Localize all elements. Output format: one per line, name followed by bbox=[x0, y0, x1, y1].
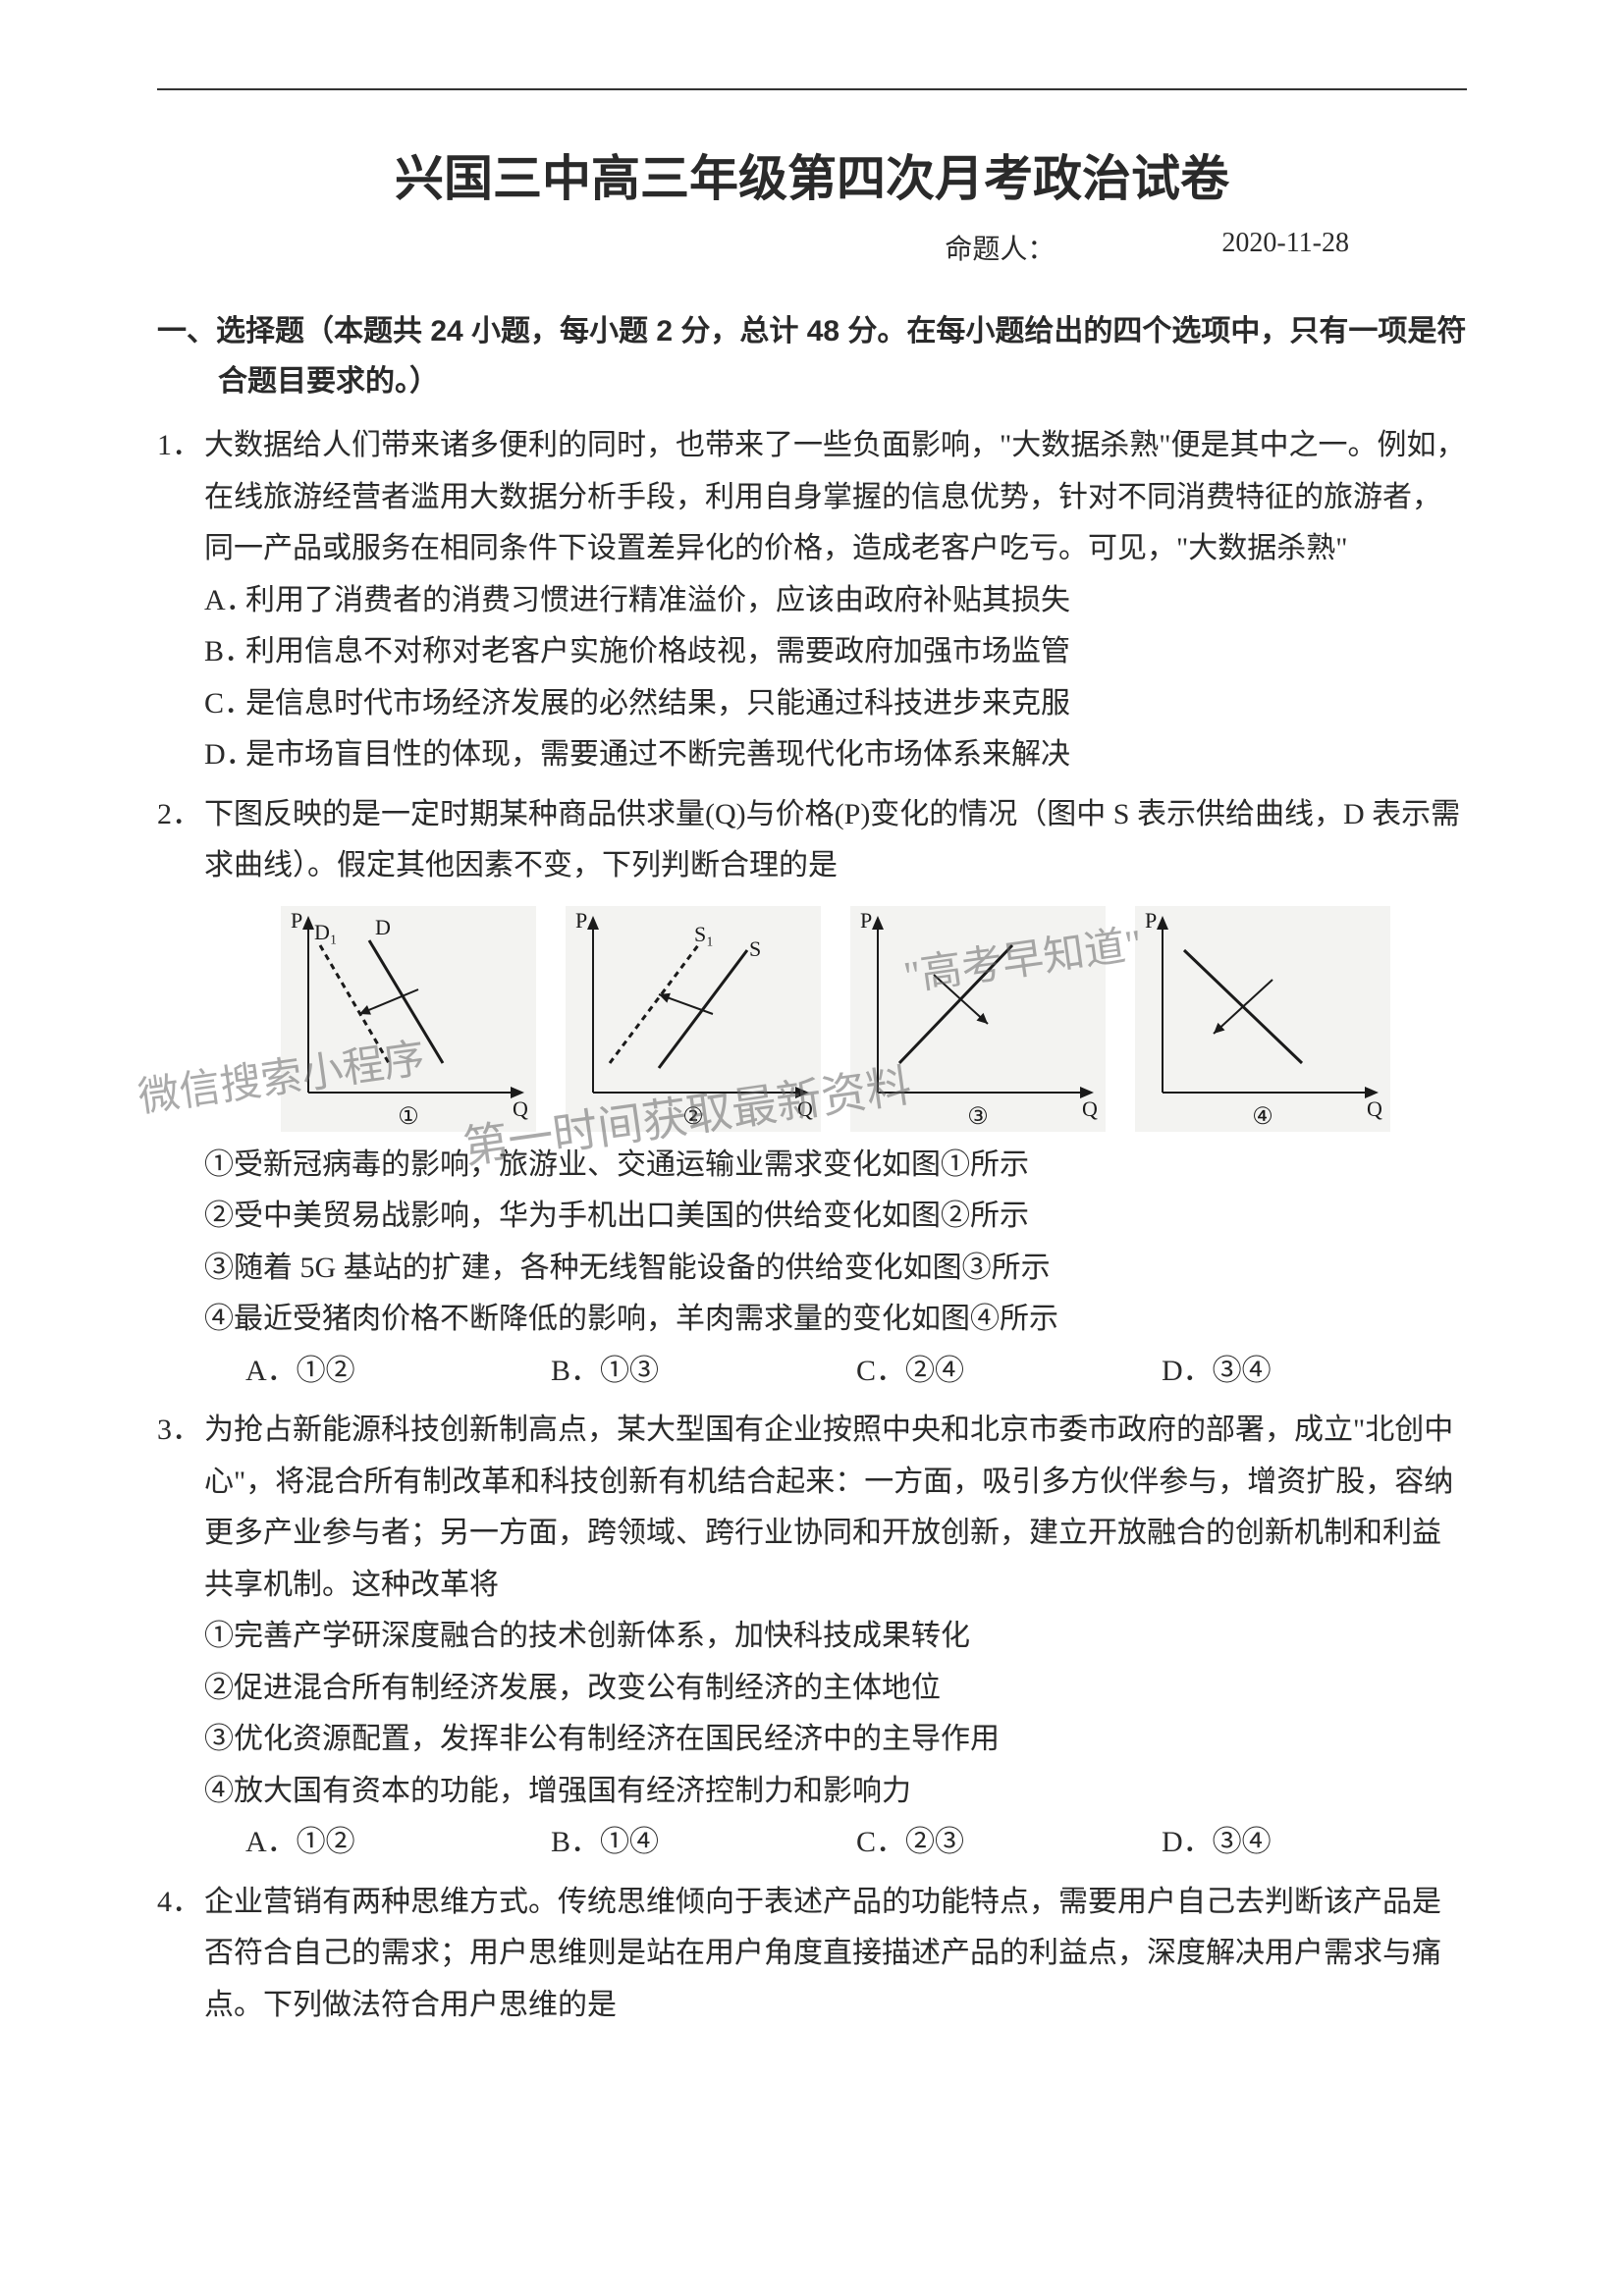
q2-opt-b: B．①③ bbox=[551, 1346, 856, 1398]
svg-text:Q: Q bbox=[513, 1096, 528, 1121]
q1-opt-d: D．是市场盲目性的体现，需要通过不断完善现代化市场体系来解决 bbox=[157, 729, 1467, 781]
q3-opt-c-text: ②③ bbox=[905, 1826, 964, 1858]
meta-row: 命题人： 2020-11-28 bbox=[157, 228, 1467, 267]
q3-text: 为抢占新能源科技创新制高点，某大型国有企业按照中央和北京市委市政府的部署，成立"… bbox=[204, 1414, 1453, 1601]
q1-opt-d-text: 是市场盲目性的体现，需要通过不断完善现代化市场体系来解决 bbox=[245, 738, 1070, 771]
section-1-text: 选择题（本题共 24 小题，每小题 2 分，总计 48 分。在每小题给出的四个选… bbox=[216, 315, 1466, 398]
opt-label-a: A． bbox=[245, 1826, 297, 1858]
q3-options: A．①② B．①④ C．②③ D．③④ bbox=[157, 1817, 1467, 1869]
q2-options: A．①② B．①③ C．②④ D．③④ bbox=[157, 1346, 1467, 1398]
q3-opt-b-text: ①④ bbox=[600, 1826, 659, 1858]
question-1: 1．大数据给人们带来诸多便利的同时，也带来了一些负面影响，"大数据杀熟"便是其中… bbox=[157, 420, 1467, 781]
top-rule bbox=[157, 88, 1467, 90]
q2-opt-c: C．②④ bbox=[856, 1346, 1162, 1398]
svg-text:②: ② bbox=[682, 1104, 704, 1130]
q2-opt-d-text: ③④ bbox=[1213, 1355, 1272, 1387]
q2-s3: ③随着 5G 基站的扩建，各种无线智能设备的供给变化如图③所示 bbox=[157, 1243, 1467, 1295]
svg-text:P: P bbox=[291, 908, 302, 933]
q2-charts: PQD₁D① PQS₁S② PQ③ PQ④ 微信搜索小程序 "高考早知道" 第一… bbox=[157, 906, 1467, 1132]
q4-stem: 4．企业营销有两种思维方式。传统思维倾向于表述产品的功能特点，需要用户自己去判断… bbox=[157, 1877, 1467, 2032]
exam-page: 兴国三中高三年级第四次月考政治试卷 命题人： 2020-11-28 一、选择题（… bbox=[0, 0, 1624, 2296]
chart-2-svg: P Q S₁ S ② bbox=[566, 906, 821, 1132]
q1-opt-b: B．利用信息不对称对老客户实施价格歧视，需要政府加强市场监管 bbox=[157, 626, 1467, 678]
q2-chart-1: P Q D₁ D ① bbox=[281, 906, 536, 1132]
opt-label-c: C． bbox=[204, 678, 245, 730]
svg-text:Q: Q bbox=[1082, 1096, 1098, 1121]
q4-num: 4． bbox=[157, 1877, 204, 1929]
svg-text:①: ① bbox=[398, 1104, 419, 1130]
opt-label-a: A． bbox=[245, 1355, 297, 1387]
q1-num: 1． bbox=[157, 420, 204, 472]
svg-text:S₁: S₁ bbox=[694, 922, 714, 946]
q2-opt-a-text: ①② bbox=[297, 1355, 355, 1387]
opt-label-d: D． bbox=[1162, 1355, 1213, 1387]
opt-label-b: B． bbox=[204, 626, 245, 678]
opt-label-d: D． bbox=[204, 729, 245, 781]
q1-text: 大数据给人们带来诸多便利的同时，也带来了一些负面影响，"大数据杀熟"便是其中之一… bbox=[204, 429, 1466, 564]
question-3: 3．为抢占新能源科技创新制高点，某大型国有企业按照中央和北京市委市政府的部署，成… bbox=[157, 1405, 1467, 1869]
svg-text:④: ④ bbox=[1252, 1104, 1273, 1130]
q3-opt-a-text: ①② bbox=[297, 1826, 355, 1858]
q1-opt-c: C．是信息时代市场经济发展的必然结果，只能通过科技进步来克服 bbox=[157, 678, 1467, 730]
q3-s4: ④放大国有资本的功能，增强国有经济控制力和影响力 bbox=[157, 1766, 1467, 1818]
svg-text:D: D bbox=[375, 915, 391, 939]
svg-text:S: S bbox=[749, 936, 761, 961]
q3-opt-b: B．①④ bbox=[551, 1817, 856, 1869]
opt-label-b: B． bbox=[551, 1355, 600, 1387]
q4-text: 企业营销有两种思维方式。传统思维倾向于表述产品的功能特点，需要用户自己去判断该产… bbox=[204, 1886, 1441, 2021]
svg-text:③: ③ bbox=[967, 1104, 989, 1130]
svg-text:P: P bbox=[1145, 908, 1157, 933]
q2-opt-c-text: ②④ bbox=[905, 1355, 964, 1387]
q2-s2: ②受中美贸易战影响，华为手机出口美国的供给变化如图②所示 bbox=[157, 1191, 1467, 1243]
exam-title: 兴国三中高三年级第四次月考政治试卷 bbox=[157, 139, 1467, 210]
q3-opt-d: D．③④ bbox=[1162, 1817, 1467, 1869]
q2-opt-b-text: ①③ bbox=[600, 1355, 659, 1387]
opt-label-c: C． bbox=[856, 1355, 905, 1387]
q2-opt-d: D．③④ bbox=[1162, 1346, 1467, 1398]
svg-text:Q: Q bbox=[1367, 1096, 1382, 1121]
opt-label-a: A． bbox=[204, 575, 245, 627]
q3-opt-c: C．②③ bbox=[856, 1817, 1162, 1869]
chart-4-svg: P Q ④ bbox=[1135, 906, 1390, 1132]
svg-text:P: P bbox=[575, 908, 587, 933]
q3-s1: ①完善产学研深度融合的技术创新体系，加快科技成果转化 bbox=[157, 1611, 1467, 1663]
chart-3-svg: P Q ③ bbox=[850, 906, 1106, 1132]
q2-chart-2: P Q S₁ S ② bbox=[566, 906, 821, 1132]
exam-date: 2020-11-28 bbox=[1221, 228, 1349, 267]
q2-s4: ④最近受猪肉价格不断降低的影响，羊肉需求量的变化如图④所示 bbox=[157, 1294, 1467, 1346]
q1-opt-b-text: 利用信息不对称对老客户实施价格歧视，需要政府加强市场监管 bbox=[245, 635, 1070, 667]
section-1-heading: 一、选择题（本题共 24 小题，每小题 2 分，总计 48 分。在每小题给出的四… bbox=[218, 306, 1467, 406]
svg-text:Q: Q bbox=[797, 1096, 813, 1121]
svg-text:D₁: D₁ bbox=[314, 920, 338, 944]
q2-stem: 2．下图反映的是一定时期某种商品供求量(Q)与价格(P)变化的情况（图中 S 表… bbox=[157, 789, 1467, 892]
q3-num: 3． bbox=[157, 1405, 204, 1457]
q3-s3: ③优化资源配置，发挥非公有制经济在国民经济中的主导作用 bbox=[157, 1714, 1467, 1766]
opt-label-d: D． bbox=[1162, 1826, 1213, 1858]
question-2: 2．下图反映的是一定时期某种商品供求量(Q)与价格(P)变化的情况（图中 S 表… bbox=[157, 789, 1467, 1398]
q3-opt-d-text: ③④ bbox=[1213, 1826, 1272, 1858]
q1-opt-a: A．利用了消费者的消费习惯进行精准溢价，应该由政府补贴其损失 bbox=[157, 575, 1467, 627]
q3-opt-a: A．①② bbox=[245, 1817, 551, 1869]
q3-s2: ②促进混合所有制经济发展，改变公有制经济的主体地位 bbox=[157, 1663, 1467, 1715]
question-4: 4．企业营销有两种思维方式。传统思维倾向于表述产品的功能特点，需要用户自己去判断… bbox=[157, 1877, 1467, 2032]
opt-label-c: C． bbox=[856, 1826, 905, 1858]
q1-opt-a-text: 利用了消费者的消费习惯进行精准溢价，应该由政府补贴其损失 bbox=[245, 584, 1070, 616]
opt-label-b: B． bbox=[551, 1826, 600, 1858]
q1-opt-c-text: 是信息时代市场经济发展的必然结果，只能通过科技进步来克服 bbox=[245, 687, 1070, 720]
chart-1-svg: P Q D₁ D ① bbox=[281, 906, 536, 1132]
q1-stem: 1．大数据给人们带来诸多便利的同时，也带来了一些负面影响，"大数据杀熟"便是其中… bbox=[157, 420, 1467, 575]
section-1-prefix: 一、 bbox=[157, 315, 216, 347]
q2-opt-a: A．①② bbox=[245, 1346, 551, 1398]
q2-s1: ①受新冠病毒的影响，旅游业、交通运输业需求变化如图①所示 bbox=[157, 1140, 1467, 1192]
svg-text:P: P bbox=[860, 908, 872, 933]
q2-num: 2． bbox=[157, 789, 204, 841]
q2-chart-3: P Q ③ bbox=[850, 906, 1106, 1132]
q2-chart-4: P Q ④ bbox=[1135, 906, 1390, 1132]
q2-text: 下图反映的是一定时期某种商品供求量(Q)与价格(P)变化的情况（图中 S 表示供… bbox=[204, 798, 1460, 882]
author-label: 命题人： bbox=[945, 228, 1055, 267]
q3-stem: 3．为抢占新能源科技创新制高点，某大型国有企业按照中央和北京市委市政府的部署，成… bbox=[157, 1405, 1467, 1611]
